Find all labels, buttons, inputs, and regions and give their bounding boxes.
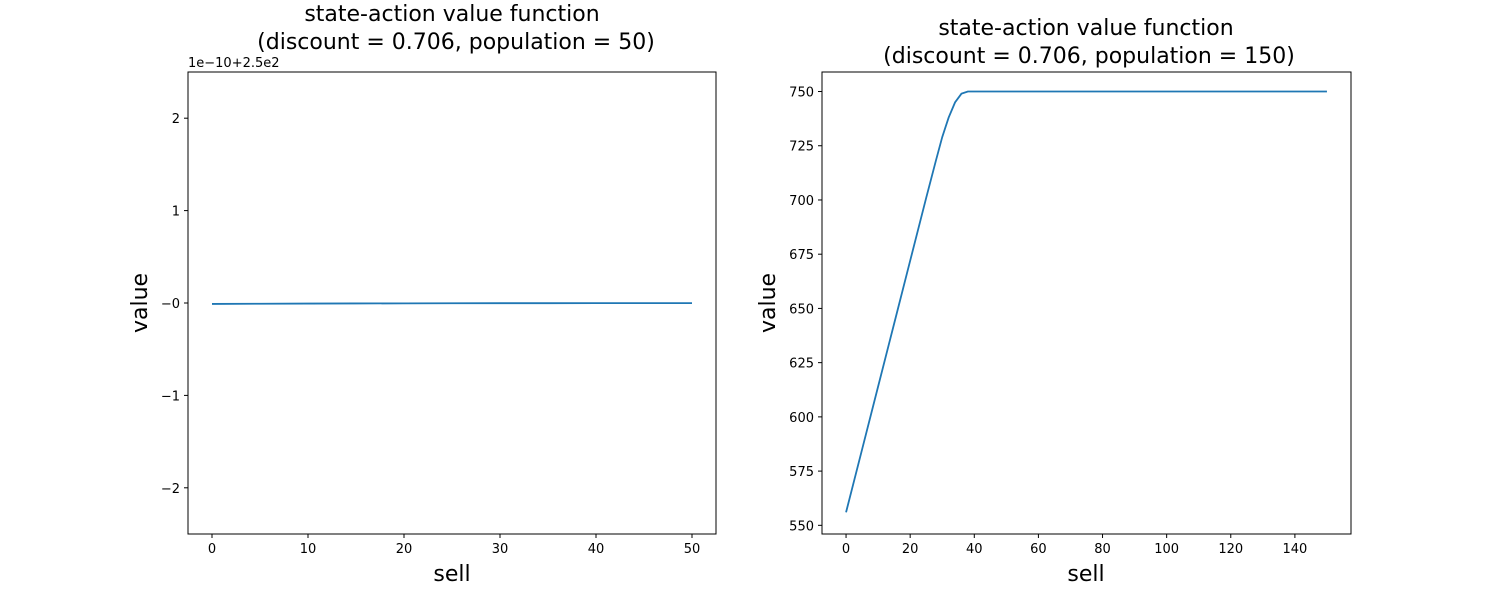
chart-right-ytick-label: 550 — [789, 519, 814, 534]
chart-left-ticks: 0 10 20 30 40 50 −2 −1 −0 1 2 — [161, 112, 700, 557]
chart-left: state-action value function (discount = … — [128, 2, 717, 587]
chart-right-title-line1: state-action value function — [938, 16, 1233, 41]
chart-left-xtick-label: 10 — [300, 542, 317, 557]
chart-left-ytick-label: −1 — [161, 389, 180, 404]
chart-right-xtick-label: 100 — [1154, 542, 1179, 557]
chart-right: state-action value function (discount = … — [756, 16, 1352, 587]
chart-right-title-line2: (discount = 0.706, population = 150) — [883, 44, 1295, 69]
chart-left-xtick-label: 40 — [588, 542, 605, 557]
chart-right-xtick-label: 20 — [902, 542, 919, 557]
chart-left-offset-text: 1e−10+2.5e2 — [188, 56, 280, 71]
chart-right-xtick-label: 0 — [842, 542, 850, 557]
chart-left-ytick-label: 1 — [172, 205, 180, 220]
chart-left-xlabel: sell — [433, 562, 470, 587]
chart-right-xlabel: sell — [1067, 562, 1104, 587]
chart-right-ytick-label: 575 — [789, 465, 814, 480]
chart-left-series-line — [211, 302, 692, 305]
chart-right-xtick-label: 80 — [1094, 542, 1111, 557]
chart-right-ytick-label: 600 — [789, 411, 814, 426]
chart-right-ytick-label: 675 — [789, 248, 814, 263]
chart-right-ytick-label: 750 — [789, 86, 814, 101]
chart-left-xtick-label: 20 — [396, 542, 413, 557]
chart-right-ytick-label: 625 — [789, 357, 814, 372]
chart-right-plot-frame — [821, 71, 1352, 535]
chart-right-xtick-label: 60 — [1030, 542, 1047, 557]
chart-left-xtick-label: 50 — [684, 542, 701, 557]
chart-right-ytick-label: 700 — [789, 194, 814, 209]
chart-right-series-line — [845, 90, 1327, 513]
chart-right-xtick-label: 140 — [1282, 542, 1307, 557]
chart-left-ytick-label: −0 — [161, 297, 180, 312]
chart-left-ytick-label: −2 — [161, 482, 180, 497]
chart-right-xtick-label: 40 — [966, 542, 983, 557]
chart-right-xtick-label: 120 — [1218, 542, 1243, 557]
chart-right-ytick-label: 650 — [789, 302, 814, 317]
chart-left-plot-frame — [187, 71, 717, 535]
chart-left-title-line1: state-action value function — [304, 2, 599, 27]
chart-left-ytick-label: 2 — [172, 112, 180, 127]
chart-right-ylabel: value — [756, 273, 781, 333]
chart-left-xtick-label: 30 — [492, 542, 509, 557]
chart-left-title-line2: (discount = 0.706, population = 50) — [257, 30, 655, 55]
chart-right-ticks: 0 20 40 60 80 100 120 140 550 575 600 625 650 675 700 7… — [789, 86, 1307, 557]
chart-right-ytick-label: 725 — [789, 140, 814, 155]
chart-left-ylabel: value — [128, 273, 153, 333]
chart-left-xtick-label: 0 — [208, 542, 216, 557]
